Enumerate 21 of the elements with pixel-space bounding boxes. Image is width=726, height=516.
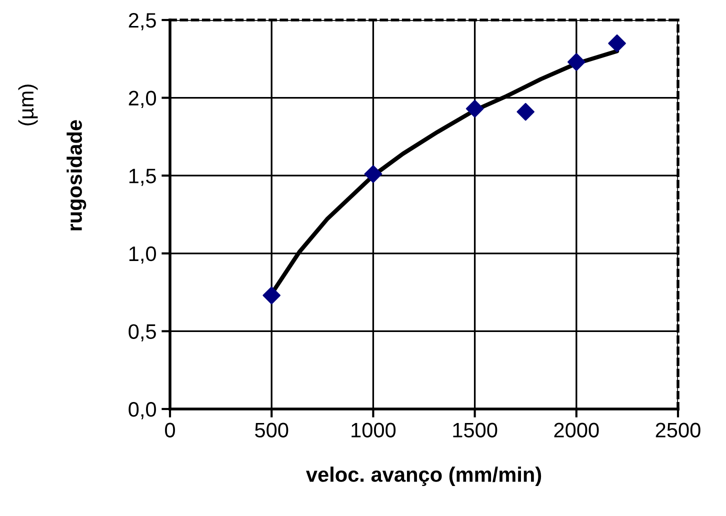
point bbox=[608, 34, 626, 52]
x-tick-label: 500 bbox=[255, 422, 288, 438]
y-tick-label: 0,0 bbox=[128, 402, 156, 420]
y-tick-label: 1,0 bbox=[129, 246, 156, 264]
text: (µm) bbox=[18, 84, 38, 126]
x-tick-label: 2500 bbox=[656, 422, 700, 438]
point bbox=[567, 53, 586, 71]
y-tick-label: 0,5 bbox=[128, 324, 156, 342]
x-tick-label: 2000 bbox=[554, 422, 599, 438]
y-axis-title: rugosidade bbox=[66, 120, 86, 230]
x-tick-label: 1000 bbox=[352, 422, 396, 438]
y-tick-label: 1,5 bbox=[129, 168, 156, 186]
point bbox=[466, 100, 484, 118]
point bbox=[364, 165, 382, 183]
x-tick-label: 0 bbox=[165, 422, 175, 438]
x-tick-label: 1500 bbox=[453, 422, 498, 438]
y-tick-label: 2,0 bbox=[128, 90, 156, 108]
x-axis-title: veloc. avanço (mm/min) bbox=[306, 466, 542, 486]
point bbox=[516, 102, 535, 121]
y-tick-label: 2,5 bbox=[128, 13, 156, 30]
point bbox=[262, 286, 281, 304]
